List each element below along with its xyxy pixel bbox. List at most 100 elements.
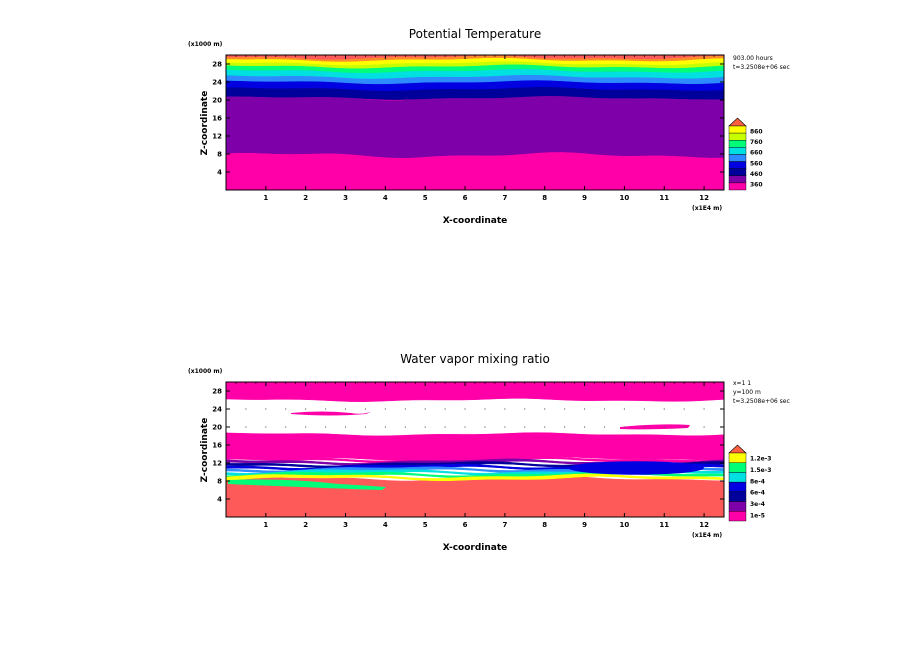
z-tick-label: 12 <box>212 133 222 141</box>
x-tick-label: 4 <box>383 194 388 202</box>
z-unit-label: (x1000 m) <box>188 368 223 375</box>
x-tick-label: 8 <box>542 521 547 529</box>
z-tick-label: 24 <box>212 79 222 87</box>
grid-dot <box>544 426 546 428</box>
legend-label: 1.5e-3 <box>750 467 771 474</box>
legend-label: 1.2e-3 <box>750 456 771 463</box>
grid-dot <box>683 408 685 410</box>
legend-swatch <box>728 511 747 522</box>
x-tick-label: 8 <box>542 194 547 202</box>
legend-swatch <box>728 491 747 502</box>
x-tick-label: 6 <box>463 194 468 202</box>
z-tick-label: 16 <box>212 115 222 123</box>
legend-label: 560 <box>750 160 763 167</box>
qv-band <box>225 381 725 402</box>
legend-swatch <box>728 125 747 134</box>
x-tick-label: 5 <box>423 194 428 202</box>
x-unit-label: (x1E4 m) <box>692 205 722 212</box>
x-axis-label: X-coordinate <box>443 216 508 226</box>
theta-band <box>225 94 725 159</box>
panel-water-vapor-mixing-ratio: Water vapor mixing ratio (x1000 m) x=1 1… <box>188 352 790 553</box>
chart-title: Potential Temperature <box>409 27 541 41</box>
grid-dot <box>344 408 347 410</box>
grid-dot <box>305 408 307 410</box>
grid-dot <box>404 426 406 428</box>
x-tick-label: 6 <box>463 521 468 529</box>
x-tick-label: 11 <box>659 194 669 202</box>
y-axis-label: Z-coordinate <box>200 91 210 156</box>
grid-dot <box>603 408 606 410</box>
grid-dot <box>265 408 267 410</box>
z-tick-label: 28 <box>212 388 222 396</box>
legend-arrow <box>728 444 747 454</box>
x-tick-label: 7 <box>502 194 507 202</box>
legend-swatch <box>728 182 747 191</box>
x-tick-label: 1 <box>263 194 268 202</box>
z-tick-label: 4 <box>217 169 222 177</box>
legend-swatch <box>728 462 747 473</box>
z-tick-label: 8 <box>217 151 222 159</box>
panel-potential-temperature: Potential Temperature (x1000 m) 903.00 h… <box>188 27 790 226</box>
color-legend: 1.2e-3 1.5e-3 8e-4 6e-4 3e-4 1e-5 <box>728 444 771 522</box>
legend-swatch <box>728 168 747 176</box>
z-tick-label: 12 <box>212 460 222 468</box>
grid-dot <box>404 408 406 410</box>
grid-dot <box>564 408 566 410</box>
grid-dot <box>444 426 446 428</box>
chart-title: Water vapor mixing ratio <box>400 352 550 366</box>
x-tick-label: 2 <box>303 194 308 202</box>
x-tick-label: 10 <box>620 521 630 529</box>
legend-label: 660 <box>750 150 763 157</box>
qv-band <box>225 398 725 436</box>
grid-dot <box>643 408 645 410</box>
grid-dot <box>444 408 446 410</box>
legend-swatch <box>728 154 747 162</box>
color-legend: 860 760 660 560 460 360 <box>728 117 763 191</box>
qv-band <box>225 431 725 461</box>
grid-dot <box>484 426 486 428</box>
z-unit-label: (x1000 m) <box>188 41 223 48</box>
grid-dot <box>643 426 645 428</box>
z-tick-label: 4 <box>217 496 222 504</box>
legend-arrow <box>728 117 747 127</box>
grid-dot <box>484 408 486 410</box>
grid-dot <box>544 408 546 410</box>
grid-dot <box>245 408 247 410</box>
z-tick-label: 16 <box>212 442 222 450</box>
grid-dot <box>245 426 247 428</box>
grid-dot <box>285 426 287 428</box>
legend-swatch <box>728 501 747 512</box>
legend-label: 8e-4 <box>750 478 765 485</box>
grid-dot <box>583 408 586 410</box>
grid-dot <box>623 408 626 410</box>
grid-dot <box>424 426 426 428</box>
grid-dot <box>564 426 566 428</box>
grid-dot <box>384 408 386 410</box>
contour-field <box>225 54 725 191</box>
legend-swatch <box>728 175 747 184</box>
x-tick-label: 9 <box>582 521 587 529</box>
legend-label: 760 <box>750 139 763 146</box>
x-tick-label: 5 <box>423 521 428 529</box>
z-tick-label: 8 <box>217 478 222 486</box>
legend-swatch <box>728 161 747 169</box>
info-line-1: 903.00 hours <box>733 55 773 62</box>
legend-swatch <box>728 481 747 493</box>
grid-dot <box>703 426 705 428</box>
grid-dot <box>623 426 626 428</box>
grid-dot <box>424 408 426 410</box>
x-tick-label: 3 <box>343 521 348 529</box>
x-axis-label: X-coordinate <box>443 543 508 553</box>
z-tick-label: 20 <box>212 97 222 105</box>
x-tick-label: 2 <box>303 521 308 529</box>
grid-dot <box>603 426 606 428</box>
info-line-3: t=3.2508e+06 sec <box>733 398 790 405</box>
legend-label: 360 <box>750 182 763 189</box>
moist-patch <box>568 461 705 475</box>
grid-dot <box>524 408 526 410</box>
theta-band <box>225 154 725 191</box>
grid-dot <box>703 408 705 410</box>
grid-dot <box>344 426 347 428</box>
